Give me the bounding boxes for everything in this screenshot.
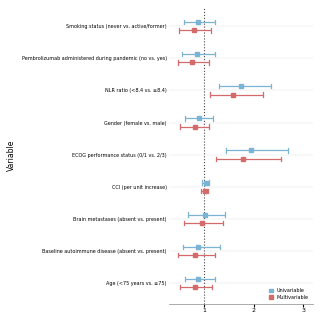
- Legend: Univariable, Multivariable: Univariable, Multivariable: [267, 286, 311, 301]
- Y-axis label: Variable: Variable: [7, 140, 16, 171]
